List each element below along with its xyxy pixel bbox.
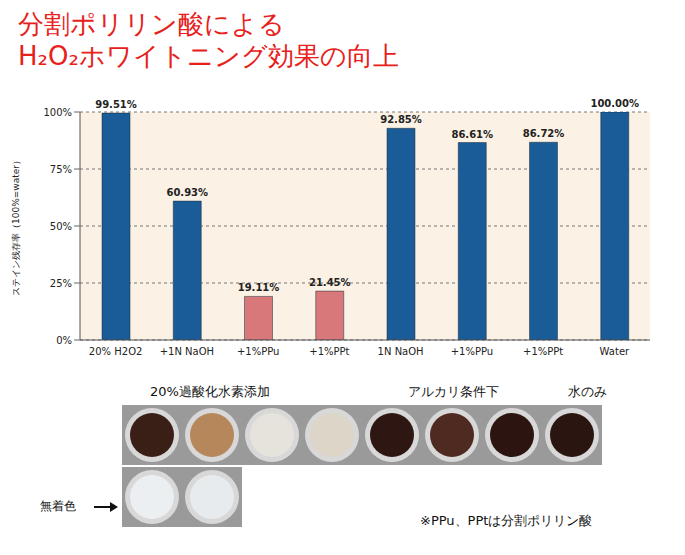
svg-text:50%: 50% (50, 221, 72, 232)
html-text:※PPu、PPtは分割ポリリン酸: ※PPu、PPtは分割ポリリン酸 (420, 513, 593, 528)
svg-text:Water: Water (600, 346, 630, 357)
svg-text:+1%PPt: +1%PPt (523, 346, 563, 357)
html-text:20%過酸化水素添加: 20%過酸化水素添加 (150, 384, 270, 399)
html-text:無着色: 無着色 (40, 499, 76, 513)
svg-text:+1N NaOH: +1N NaOH (160, 346, 214, 357)
svg-text:20% H2O2: 20% H2O2 (89, 346, 143, 357)
svg-text:60.93%: 60.93% (166, 187, 208, 198)
svg-text:19.11%: 19.11% (238, 282, 280, 293)
svg-text:25%: 25% (50, 278, 72, 289)
svg-text:1N NaOH: 1N NaOH (378, 346, 424, 357)
svg-text:+1%PPt: +1%PPt (309, 346, 349, 357)
svg-text:21.45%: 21.45% (309, 277, 351, 288)
svg-text:100.00%: 100.00% (590, 98, 639, 109)
svg-text:ステイン残存率（100%=water）: ステイン残存率（100%=water） (11, 156, 21, 296)
html-text:分割ポリリン酸による H₂O₂ホワイトニング効果の向上: 分割ポリリン酸による H₂O₂ホワイトニング効果の向上 (18, 9, 399, 71)
svg-text:+1%PPu: +1%PPu (451, 346, 493, 357)
svg-text:86.61%: 86.61% (451, 129, 493, 140)
svg-text:99.51%: 99.51% (95, 99, 137, 110)
html-text:水のみ: 水のみ (568, 384, 607, 399)
html-text:アルカリ条件下: アルカリ条件下 (408, 384, 499, 399)
svg-text:92.85%: 92.85% (380, 114, 422, 125)
svg-text:100%: 100% (43, 107, 72, 118)
svg-text:+1%PPu: +1%PPu (237, 346, 279, 357)
svg-text:86.72%: 86.72% (523, 128, 565, 139)
svg-text:75%: 75% (50, 164, 72, 175)
svg-text:0%: 0% (56, 335, 72, 346)
